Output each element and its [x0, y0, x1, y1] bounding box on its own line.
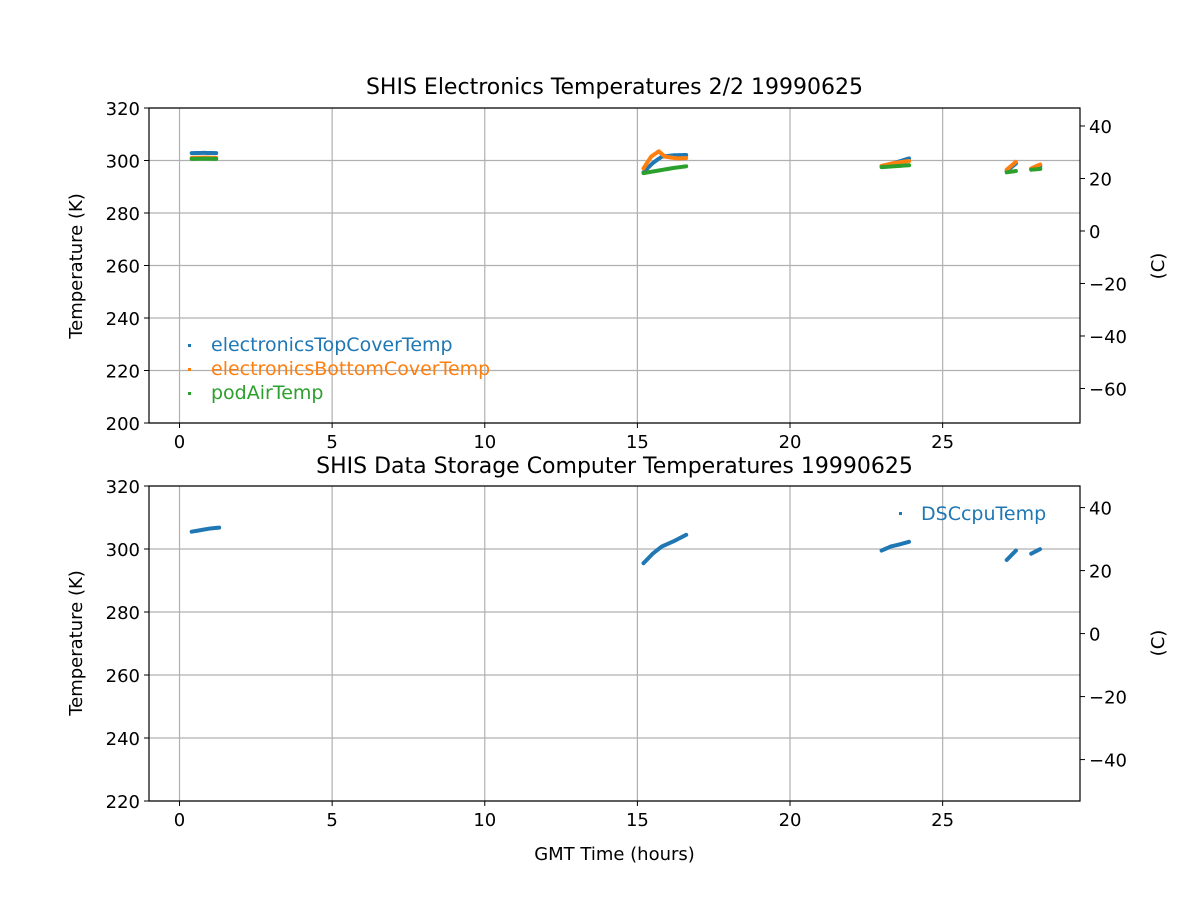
- x-tick-label: 0: [174, 810, 185, 831]
- data-segment: [879, 539, 912, 553]
- y-tick-label-left: 260: [106, 257, 140, 278]
- data-segment: [189, 525, 222, 534]
- y-tick-label-right: −60: [1089, 379, 1127, 400]
- y-tick-label-right: 0: [1089, 625, 1100, 646]
- y-tick-label-left: 260: [106, 666, 140, 687]
- chart-title: SHIS Data Storage Computer Temperatures …: [316, 454, 913, 479]
- plot-frame: [148, 485, 1081, 802]
- data-segment: [1004, 548, 1018, 562]
- y-tick-label-right: −20: [1089, 274, 1127, 295]
- x-tick-label: 25: [931, 810, 954, 831]
- y-axis-label-left: Temperature (K): [66, 570, 87, 717]
- data-points: [189, 525, 1043, 566]
- x-tick-label: 20: [779, 432, 802, 453]
- x-tick-label: 25: [931, 432, 954, 453]
- x-tick-label: 10: [473, 432, 496, 453]
- legend-entry-DSCcpuTemp: DSCcpuTemp: [899, 503, 1046, 525]
- y-tick-label-right: −40: [1089, 751, 1127, 772]
- legend-marker: [899, 512, 902, 515]
- y-tick-label-left: 240: [106, 729, 140, 750]
- data-segment: [1029, 547, 1043, 556]
- legend-label: podAirTemp: [211, 382, 323, 404]
- y-tick-label-left: 300: [106, 152, 140, 173]
- data-segment: [641, 532, 689, 566]
- y-tick-label-right: 20: [1089, 562, 1112, 583]
- legend-entry-electronicsBottomCoverTemp: electronicsBottomCoverTemp: [188, 358, 490, 380]
- legend-entry-electronicsTopCoverTemp: electronicsTopCoverTemp: [188, 334, 453, 356]
- axis-ticks: 0 5 10 15 20 25 220 240 260 280 300 320 −40 −20 0 20 40: [106, 477, 1127, 831]
- y-tick-label-left: 280: [106, 603, 140, 624]
- series-podAirTemp: [189, 156, 1043, 176]
- y-tick-label-right: 20: [1089, 169, 1112, 190]
- legend-label: DSCcpuTemp: [921, 503, 1046, 525]
- y-axis-label-right: (C): [1148, 253, 1169, 280]
- electronics-temperatures-panel: 0 5 10 15 20 25200220240260280300320−60−40−20…: [66, 75, 1169, 453]
- legend: DSCcpuTemp: [899, 503, 1046, 525]
- x-axis-label: GMT Time (hours): [534, 844, 695, 865]
- legend-marker: [188, 368, 191, 371]
- data-segment: [641, 153, 689, 175]
- y-tick-label-right: 40: [1089, 117, 1112, 138]
- y-tick-label-left: 240: [106, 309, 140, 330]
- y-tick-label-left: 200: [106, 414, 140, 435]
- y-tick-label-left: 320: [106, 99, 140, 120]
- y-tick-label-right: 40: [1089, 499, 1112, 520]
- data-segment: [641, 149, 689, 171]
- legend-entry-podAirTemp: podAirTemp: [188, 382, 323, 404]
- x-tick-label: 5: [326, 810, 337, 831]
- series-DSCcpuTemp: [189, 525, 1043, 566]
- legend: electronicsTopCoverTemp electronicsBotto…: [188, 334, 490, 404]
- y-tick-label-left: 280: [106, 204, 140, 225]
- data-segment: [641, 164, 689, 176]
- axis-ticks: 0 5 10 15 20 25200220240260280300320−60−40−20…: [106, 99, 1127, 453]
- y-tick-label-right: −40: [1089, 327, 1127, 348]
- legend-label: electronicsTopCoverTemp: [211, 334, 453, 356]
- y-tick-label-left: 300: [106, 540, 140, 561]
- data-storage-computer-temperatures-panel: 0 5 10 15 20 25220240260280300320−40−2002040 …: [66, 454, 1169, 865]
- x-tick-label: 0: [174, 432, 185, 453]
- y-tick-label-left: 320: [106, 477, 140, 498]
- data-segment: [1004, 159, 1018, 172]
- data-segment: [1029, 166, 1043, 172]
- y-tick-label-left: 220: [106, 792, 140, 813]
- y-tick-label-right: −20: [1089, 688, 1127, 709]
- x-tick-label: 20: [779, 810, 802, 831]
- data-segment: [879, 163, 912, 170]
- legend-marker: [188, 344, 191, 347]
- chart-title: SHIS Electronics Temperatures 2/2 199906…: [366, 75, 863, 100]
- legend-marker: [188, 392, 191, 395]
- y-axis-label-left: Temperature (K): [66, 193, 87, 340]
- y-tick-label-left: 220: [106, 362, 140, 383]
- data-segment: [1004, 169, 1018, 175]
- x-tick-label: 15: [626, 432, 649, 453]
- legend-label: electronicsBottomCoverTemp: [211, 358, 490, 380]
- x-tick-label: 15: [626, 810, 649, 831]
- data-points: [189, 149, 1043, 176]
- x-tick-label: 5: [326, 432, 337, 453]
- y-tick-label-right: 0: [1089, 222, 1100, 243]
- y-axis-label-right: (C): [1148, 630, 1169, 657]
- x-tick-label: 10: [473, 810, 496, 831]
